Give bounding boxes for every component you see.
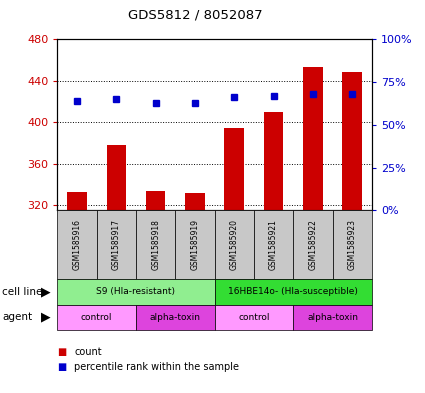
Bar <box>107 145 126 210</box>
Bar <box>224 129 244 210</box>
Text: 16HBE14o- (Hla-susceptible): 16HBE14o- (Hla-susceptible) <box>228 287 358 296</box>
Text: GDS5812 / 8052087: GDS5812 / 8052087 <box>128 9 263 22</box>
Text: GSM1585923: GSM1585923 <box>348 219 357 270</box>
Text: GSM1585920: GSM1585920 <box>230 219 239 270</box>
Text: ■: ■ <box>57 362 67 373</box>
Text: alpha-toxin: alpha-toxin <box>307 313 358 322</box>
Text: cell line: cell line <box>2 287 42 297</box>
Text: GSM1585917: GSM1585917 <box>112 219 121 270</box>
Bar <box>185 193 205 210</box>
Bar <box>264 112 283 210</box>
Text: alpha-toxin: alpha-toxin <box>150 313 201 322</box>
Text: ▶: ▶ <box>41 311 51 324</box>
Bar <box>303 67 323 210</box>
Text: control: control <box>238 313 270 322</box>
Bar <box>146 191 165 210</box>
Text: ▶: ▶ <box>41 285 51 298</box>
Bar <box>67 192 87 210</box>
Text: agent: agent <box>2 312 32 322</box>
Text: GSM1585916: GSM1585916 <box>73 219 82 270</box>
Text: GSM1585918: GSM1585918 <box>151 219 160 270</box>
Text: GSM1585919: GSM1585919 <box>190 219 199 270</box>
Text: S9 (Hla-resistant): S9 (Hla-resistant) <box>96 287 176 296</box>
Text: GSM1585921: GSM1585921 <box>269 219 278 270</box>
Text: percentile rank within the sample: percentile rank within the sample <box>74 362 239 373</box>
Text: count: count <box>74 347 102 357</box>
Text: control: control <box>81 313 113 322</box>
Text: ■: ■ <box>57 347 67 357</box>
Bar <box>343 72 362 210</box>
Text: GSM1585922: GSM1585922 <box>309 219 317 270</box>
